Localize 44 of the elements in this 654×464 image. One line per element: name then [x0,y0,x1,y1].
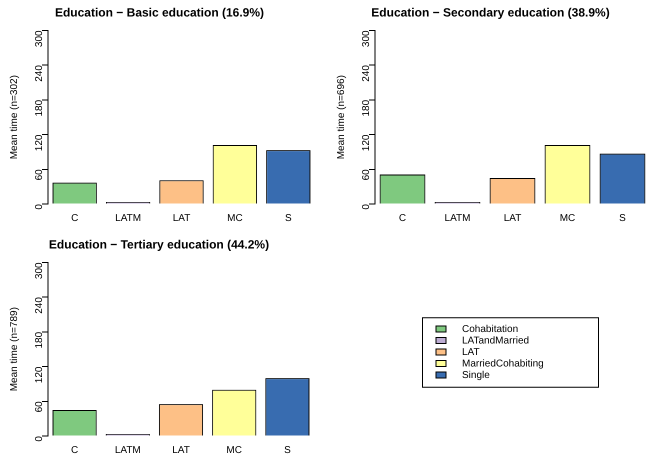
y-tick-label: 300 [360,30,372,48]
x-tick-label: LAT [172,444,190,456]
y-tick-label: 180 [34,331,45,349]
y-tick-label: 0 [34,436,45,442]
y-tick-label: 60 [360,168,372,180]
x-tick-label: C [398,212,406,224]
x-tick-label: S [284,212,292,224]
x-tick-label: LAT [172,212,190,224]
y-tick-label: 180 [34,99,45,117]
legend-label: LAT [462,346,480,358]
x-tick-label: LAT [504,212,522,224]
y-tick-label: 60 [34,400,45,412]
x-tick-label: LATM [444,212,470,224]
x-tick-label: S [284,444,292,456]
x-tick-label: MC [560,212,576,224]
y-tick-label: 60 [34,168,45,180]
x-tick-label: C [71,212,78,224]
chart-title: Education − Tertiary education (44.2%) [48,238,270,252]
x-tick-label: MC [226,444,242,456]
chart-title: Education − Secondary education (38.9%) [371,6,610,20]
x-tick-label: C [70,444,78,456]
y-tick-label: 120 [360,134,372,152]
x-tick-label: S [619,212,626,224]
y-tick-label: 0 [360,204,372,210]
legend-label: Cohabitation [462,324,518,335]
x-tick-label: MC [227,212,243,224]
x-tick-label: LATM [115,212,142,224]
y-axis-title: Mean time (n=789) [8,307,20,392]
y-tick-label: 180 [360,99,372,117]
y-tick-label: 120 [34,134,45,152]
y-tick-label: 120 [34,366,45,384]
y-tick-label: 300 [34,262,45,280]
y-axis-title: Mean time (n=696) [336,75,347,160]
y-axis-title: Mean time (n=302) [8,75,20,160]
legend-label: MarriedCohabiting [462,358,544,370]
y-tick-label: 240 [360,64,372,82]
x-tick-label: LATM [114,444,141,456]
y-tick-label: 0 [34,204,45,210]
y-tick-label: 300 [34,30,45,48]
legend-label: LATandMarried [462,335,530,346]
chart-title: Education − Basic education (16.9%) [54,6,264,20]
y-tick-label: 240 [34,64,45,82]
legend-label: Single [462,370,490,381]
y-tick-label: 240 [34,296,45,314]
